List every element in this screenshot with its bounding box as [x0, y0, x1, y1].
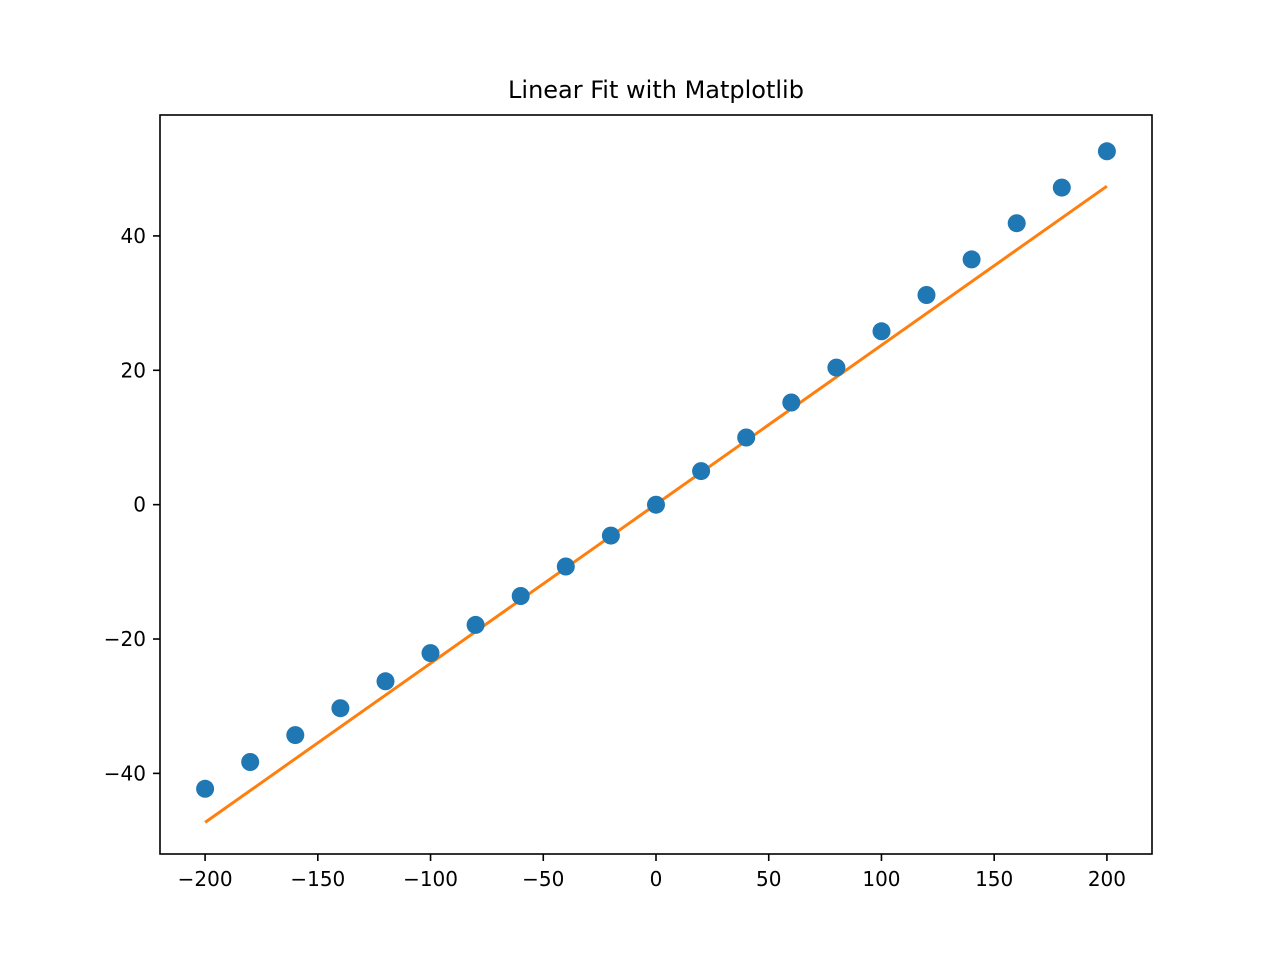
- data-point: [692, 462, 711, 481]
- data-point: [827, 358, 846, 377]
- data-point: [737, 428, 756, 447]
- x-tick-label: −50: [522, 867, 564, 891]
- data-point: [241, 753, 260, 771]
- data-point: [1007, 214, 1026, 233]
- x-tick-label: −100: [403, 867, 458, 891]
- data-point: [1097, 142, 1116, 161]
- data-point: [872, 322, 891, 341]
- x-tick-label: 100: [862, 867, 900, 891]
- data-point: [511, 587, 530, 605]
- data-point: [421, 644, 440, 663]
- data-point: [196, 779, 215, 798]
- x-tick-label: 150: [975, 867, 1013, 891]
- x-tick-label: −150: [290, 867, 345, 891]
- data-point: [556, 557, 575, 576]
- y-tick-label: 20: [121, 358, 146, 382]
- data-point: [1052, 178, 1071, 197]
- x-tick-label: −200: [178, 867, 233, 891]
- data-point: [917, 286, 936, 304]
- chart-title: Linear Fit with Matplotlib: [508, 76, 804, 104]
- data-point: [962, 250, 981, 269]
- y-tick-label: −20: [104, 627, 146, 651]
- data-point: [286, 726, 305, 745]
- data-point: [782, 393, 801, 412]
- y-tick-label: 0: [133, 493, 146, 517]
- data-point: [466, 615, 485, 634]
- data-point: [331, 699, 350, 718]
- data-point: [601, 526, 620, 545]
- x-tick-label: 200: [1088, 867, 1126, 891]
- y-tick-label: 40: [121, 224, 146, 248]
- x-tick-label: 50: [756, 867, 781, 891]
- data-point: [376, 672, 395, 691]
- x-tick-label: 0: [650, 867, 663, 891]
- data-point: [647, 495, 665, 514]
- y-tick-label: −40: [104, 761, 146, 785]
- plot-area: [196, 142, 1116, 824]
